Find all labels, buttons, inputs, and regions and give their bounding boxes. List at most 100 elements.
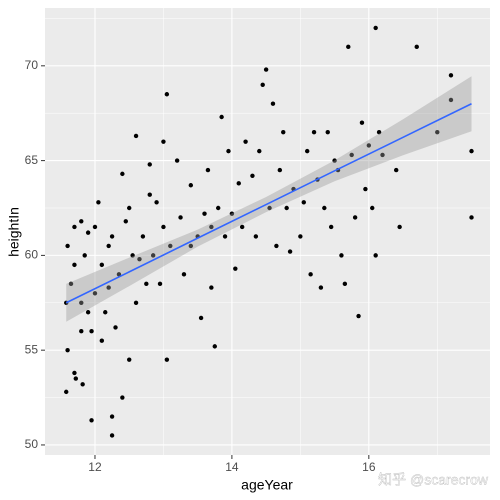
point [363, 186, 368, 192]
point [394, 167, 399, 173]
point [79, 219, 84, 224]
point [188, 243, 194, 249]
point [103, 310, 108, 315]
point [359, 120, 365, 125]
point [308, 272, 313, 277]
point [263, 67, 269, 72]
point [120, 395, 125, 400]
point [150, 253, 156, 258]
point [448, 97, 454, 103]
point [301, 200, 306, 205]
point [133, 133, 139, 139]
point [72, 224, 77, 230]
point [65, 347, 70, 353]
point [68, 281, 74, 287]
fit-line [65, 103, 472, 304]
point [233, 266, 238, 271]
point [226, 148, 231, 154]
point [380, 152, 385, 158]
point [253, 234, 259, 239]
point [202, 211, 207, 216]
point [284, 205, 289, 211]
point [127, 357, 132, 362]
point [72, 262, 77, 268]
point [99, 262, 105, 268]
y-tick-label: 70 [25, 58, 39, 72]
y-tick-label: 50 [25, 437, 39, 451]
point [109, 433, 115, 438]
point [96, 200, 101, 205]
point [127, 205, 132, 211]
point [298, 234, 303, 239]
point [257, 148, 262, 154]
point [356, 313, 361, 319]
point [448, 73, 454, 78]
point [109, 234, 115, 239]
point [352, 215, 358, 220]
point [250, 173, 255, 178]
point [339, 253, 344, 258]
point [85, 310, 91, 315]
point [281, 129, 286, 135]
point [174, 158, 180, 163]
point [80, 382, 85, 387]
point [144, 281, 149, 287]
point [376, 129, 382, 135]
point [130, 253, 135, 258]
point [311, 129, 317, 135]
point [435, 129, 440, 135]
point [79, 329, 84, 334]
point [123, 219, 128, 224]
point [147, 162, 152, 167]
point [349, 152, 354, 158]
y-tick-label: 60 [25, 248, 39, 262]
point [79, 300, 84, 305]
point [274, 243, 279, 249]
point [322, 205, 327, 211]
point [157, 281, 163, 287]
point [116, 272, 122, 277]
point [106, 285, 111, 290]
point [164, 92, 170, 97]
point [260, 82, 265, 87]
point [137, 256, 142, 262]
point [113, 325, 118, 330]
point [236, 181, 241, 186]
point [216, 205, 221, 211]
point [469, 148, 474, 154]
y-tick-label: 65 [25, 153, 39, 167]
point [154, 200, 159, 205]
point [243, 139, 248, 144]
y-axis-title: heightIn [6, 207, 22, 257]
point [109, 414, 115, 419]
point [373, 253, 378, 258]
x-tick-label: 16 [362, 460, 376, 474]
point [325, 129, 330, 135]
point [397, 224, 402, 230]
point [209, 285, 214, 290]
point [370, 205, 375, 211]
x-tick-label: 14 [225, 460, 239, 474]
point [72, 370, 77, 376]
point [188, 183, 194, 188]
point [318, 285, 324, 290]
point [205, 167, 211, 173]
panel [45, 8, 490, 455]
point [168, 243, 173, 249]
point [229, 211, 235, 216]
point [181, 272, 187, 277]
point [73, 376, 79, 381]
point [332, 158, 337, 163]
point [212, 344, 217, 349]
point [469, 215, 474, 220]
point [267, 205, 272, 211]
point [161, 139, 166, 144]
point [239, 224, 245, 230]
point [106, 243, 111, 249]
x-tick-label: 12 [88, 460, 102, 474]
confidence-band [66, 76, 472, 322]
point [147, 192, 152, 197]
point [209, 224, 214, 230]
point [161, 224, 166, 230]
